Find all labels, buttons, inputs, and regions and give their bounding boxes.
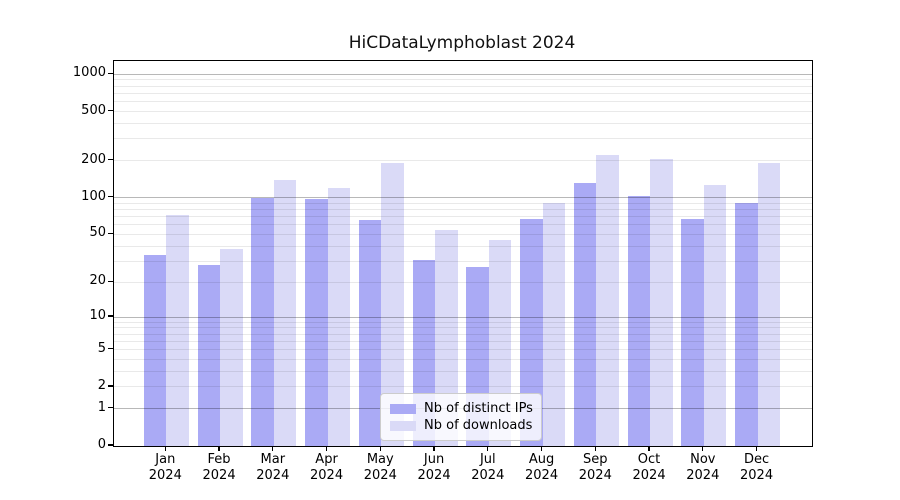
xtick-label-feb: Feb 2024	[202, 452, 236, 483]
xtick-mark-sep	[594, 446, 596, 451]
ytick-mark-20	[108, 280, 113, 282]
bar-distinct-ips-apr	[305, 199, 328, 446]
ytick-label-20: 20	[89, 273, 106, 289]
bar-distinct-ips-may	[358, 219, 382, 446]
ytick-mark-0	[108, 444, 113, 446]
ytick-label-5: 5	[97, 340, 106, 356]
bar-downloads-apr	[327, 188, 351, 446]
bar-distinct-ips-aug	[520, 219, 543, 446]
legend-swatch-downloads	[390, 420, 416, 431]
bar-downloads-oct	[650, 159, 673, 446]
bar-downloads-jan	[166, 215, 189, 446]
ytick-label-100: 100	[81, 188, 106, 204]
bar-downloads-may	[381, 163, 404, 446]
bar-downloads-dec	[757, 163, 781, 446]
xtick-label-nov: Nov 2024	[686, 452, 720, 483]
chart-title: HiCDataLymphoblast 2024	[348, 33, 576, 53]
xtick-label-jun: Jun 2024	[417, 452, 451, 483]
bar-distinct-ips-mar	[251, 197, 274, 446]
bar-downloads-feb	[220, 248, 243, 446]
bars-layer	[114, 61, 812, 446]
legend: Nb of distinct IPs Nb of downloads	[380, 393, 542, 441]
ytick-label-0: 0	[97, 437, 106, 452]
ytick-label-1: 1	[97, 399, 106, 415]
xtick-label-jul: Jul 2024	[471, 452, 505, 483]
bar-downloads-jun	[435, 230, 458, 446]
bar-distinct-ips-jan	[143, 254, 167, 446]
xtick-label-dec: Dec 2024	[740, 452, 774, 483]
legend-label-downloads: Nb of downloads	[424, 418, 533, 433]
ytick-label-200: 200	[81, 151, 106, 167]
xtick-label-jan: Jan 2024	[148, 452, 182, 483]
xtick-mark-jan	[164, 446, 166, 451]
bar-downloads-aug	[542, 202, 566, 446]
xtick-mark-dec	[755, 446, 758, 451]
xtick-mark-aug	[540, 446, 543, 451]
ytick-mark-100	[108, 196, 113, 198]
ytick-label-2: 2	[97, 377, 106, 393]
bar-distinct-ips-oct	[627, 196, 651, 446]
bar-downloads-nov	[703, 184, 727, 446]
ytick-label-10: 10	[89, 307, 106, 323]
bar-distinct-ips-feb	[197, 264, 221, 446]
bar-distinct-ips-nov	[681, 219, 704, 446]
xtick-mark-nov	[702, 446, 704, 451]
legend-swatch-distinct-ips	[390, 403, 416, 414]
ytick-mark-2	[108, 385, 113, 387]
xtick-label-mar: Mar 2024	[256, 452, 290, 483]
xtick-label-apr: Apr 2024	[310, 452, 344, 483]
ytick-mark-1	[108, 407, 113, 409]
xtick-mark-feb	[218, 446, 220, 451]
bar-downloads-mar	[273, 180, 297, 446]
xtick-mark-may	[379, 446, 381, 451]
ytick-label-50: 50	[89, 225, 106, 241]
legend-item-downloads: Nb of downloads	[390, 417, 532, 434]
ytick-label-500: 500	[81, 102, 106, 118]
ytick-mark-1000	[108, 72, 113, 74]
xtick-mark-apr	[325, 446, 328, 451]
xtick-label-sep: Sep 2024	[578, 452, 612, 483]
plot-area: Nb of distinct IPs Nb of downloads	[113, 60, 813, 447]
xtick-label-oct: Oct 2024	[632, 452, 666, 483]
ytick-mark-50	[108, 232, 113, 235]
ytick-mark-200	[108, 158, 113, 161]
bar-distinct-ips-dec	[735, 203, 758, 446]
xtick-mark-mar	[272, 446, 274, 451]
xtick-mark-jul	[487, 446, 489, 451]
ytick-mark-10	[108, 315, 113, 317]
legend-label-distinct-ips: Nb of distinct IPs	[424, 401, 533, 416]
xtick-mark-jun	[433, 446, 435, 451]
xtick-mark-oct	[648, 446, 650, 451]
legend-item-distinct-ips: Nb of distinct IPs	[390, 400, 533, 417]
bar-downloads-sep	[596, 155, 619, 446]
ytick-mark-5	[108, 347, 113, 350]
xtick-label-aug: Aug 2024	[525, 452, 559, 483]
xtick-label-may: May 2024	[363, 452, 397, 483]
ytick-mark-500	[108, 109, 113, 112]
ytick-label-1000: 1000	[72, 65, 106, 81]
bar-distinct-ips-sep	[573, 182, 597, 446]
